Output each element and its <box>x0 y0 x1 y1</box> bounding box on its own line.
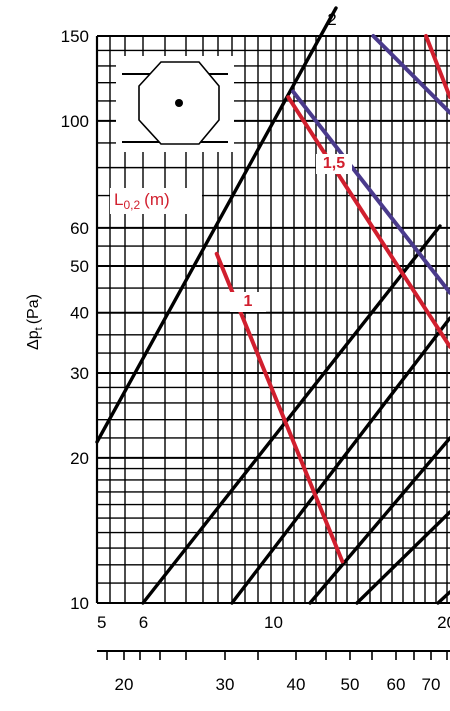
bottom-x-tick-label: 60 <box>387 675 406 694</box>
black-diagonal-line <box>141 224 442 605</box>
series-labels: 11,5 <box>230 154 352 312</box>
series-line-unlabeled-4 <box>424 34 450 100</box>
series-line-unlabeled-2 <box>291 89 450 295</box>
svg-text:L0,2(m): L0,2 (m) <box>114 190 170 212</box>
y-tick-label: 30 <box>70 364 89 383</box>
black-lines-label: 2 <box>327 10 336 29</box>
black-diagonal-line <box>230 316 450 605</box>
series-label-1: 1 <box>244 293 253 310</box>
top-x-tick-label: 20 <box>437 613 450 632</box>
top-x-tick-labels: 5 6 10 20 <box>97 613 450 632</box>
bottom-x-tick-label: 40 <box>287 675 306 694</box>
top-x-tick-label: 6 <box>139 613 148 632</box>
y-tick-label: 60 <box>70 219 89 238</box>
y-tick-label: 10 <box>70 594 89 613</box>
y-tick-label: 100 <box>61 112 89 131</box>
bottom-x-tick-label: 70 <box>422 675 441 694</box>
bottom-x-tick-label: 30 <box>216 675 235 694</box>
circular-diffuser-icon <box>116 56 234 152</box>
black-diagonal-line <box>95 6 338 444</box>
top-x-tick-label: 5 <box>97 613 106 632</box>
bottom-axis <box>97 650 450 660</box>
series-label-gap <box>316 154 352 174</box>
black-diagonal-line <box>355 510 450 605</box>
bottom-x-tick-label: 20 <box>115 675 134 694</box>
bottom-x-tick-label: 50 <box>341 675 360 694</box>
top-x-tick-label: 10 <box>264 613 283 632</box>
bottom-x-tick-labels: 20 30 40 50 60 70 <box>115 675 441 694</box>
series-label-1-5: 1,5 <box>323 155 345 172</box>
black-diagonal-line <box>436 590 450 605</box>
y-axis-label: Δpt(Pa) <box>25 294 45 350</box>
y-tick-labels: 10 20 30 40 50 60 100 150 <box>61 27 89 613</box>
black-diagonal-line <box>308 436 450 605</box>
y-tick-label: 40 <box>70 304 89 323</box>
black-diagonal-lines <box>95 6 450 605</box>
series-label-gap <box>230 292 266 312</box>
horizontal-gridlines <box>97 35 450 604</box>
y-tick-label: 50 <box>70 257 89 276</box>
y-tick-label: 150 <box>61 27 89 46</box>
y-tick-label: 20 <box>70 449 89 468</box>
series-line-unlabeled-3 <box>371 34 450 115</box>
legend-title: L0,2 (m) <box>110 188 202 214</box>
series-line-1-5 <box>286 95 450 349</box>
